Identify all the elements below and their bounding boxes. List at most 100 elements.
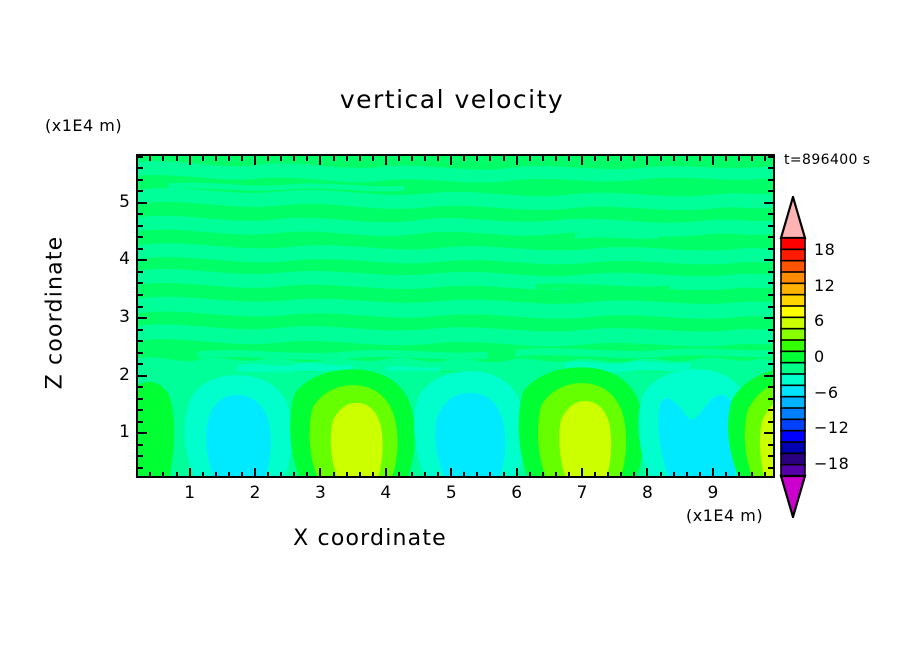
colorbar-band	[780, 282, 806, 296]
x-tick-minor	[201, 472, 204, 477]
x-tick-minor	[476, 472, 479, 477]
y-tick-minor	[138, 247, 143, 250]
y-tick-minor-right	[768, 397, 773, 400]
colorbar-tick-label: −12	[814, 418, 850, 438]
colorbar-band	[780, 395, 806, 410]
page-title: vertical velocity	[339, 85, 565, 114]
x-tick-minor	[162, 472, 165, 477]
x-tick-major-top	[711, 156, 714, 165]
x-tick-minor-top	[293, 156, 296, 161]
x-tick-minor-top	[424, 156, 427, 161]
y-tick-major-right	[764, 374, 773, 377]
colorbar-over-arrow	[779, 196, 807, 240]
y-tick-minor	[138, 397, 143, 400]
colorbar-band	[780, 259, 806, 274]
x-tick-minor-top	[162, 156, 165, 161]
x-tick-minor	[149, 472, 152, 477]
wave-filaments	[138, 161, 773, 360]
y-tick-minor-right	[768, 443, 773, 446]
x-tick-minor	[698, 472, 701, 477]
x-tick-minor-top	[567, 156, 570, 161]
y-tick-minor	[138, 270, 143, 273]
colorbar-band	[780, 452, 806, 466]
x-tick-minor-top	[476, 156, 479, 161]
x-tick-minor-top	[411, 156, 413, 161]
x-tick-major-top	[646, 156, 649, 165]
x-tick-minor	[424, 472, 427, 477]
y-tick-label: 1	[119, 422, 130, 443]
x-tick-minor-top	[227, 156, 230, 161]
x-tick-minor-top	[332, 156, 335, 161]
y-tick-minor	[138, 305, 143, 308]
x-tick-label: 8	[642, 483, 653, 503]
x-tick-minor	[240, 472, 243, 477]
x-tick-minor	[672, 472, 675, 477]
colorbar-band	[780, 418, 806, 432]
x-tick-major	[188, 468, 191, 477]
x-tick-major-top	[515, 156, 518, 165]
y-tick-minor-right	[768, 167, 773, 170]
x-tick-minor-top	[554, 156, 557, 161]
x-tick-major	[646, 468, 649, 477]
x-axis-title: X coordinate	[293, 526, 447, 551]
x-tick-minor	[345, 472, 348, 477]
x-tick-label: 1	[184, 483, 196, 503]
x-tick-minor	[567, 472, 570, 477]
colorbar-tick-label: 18	[814, 239, 836, 259]
x-tick-minor-top	[541, 156, 544, 161]
x-tick-minor-top	[489, 156, 492, 161]
y-tick-minor	[138, 466, 143, 469]
y-tick-minor-right	[768, 282, 773, 285]
y-tick-minor	[138, 293, 143, 296]
y-tick-minor	[138, 409, 143, 412]
x-tick-minor	[175, 472, 178, 477]
y-tick-minor-right	[768, 293, 773, 296]
colorbar	[778, 196, 808, 518]
contour-plot-area	[136, 154, 775, 478]
y-tick-minor	[138, 420, 143, 423]
x-tick-label: 9	[707, 483, 719, 503]
x-tick-minor-top	[175, 156, 178, 161]
x-tick-minor	[411, 472, 413, 477]
y-tick-major-right	[764, 317, 773, 319]
colorbar-swatches	[779, 196, 807, 518]
y-tick-minor-right	[768, 386, 773, 389]
x-tick-label: 7	[576, 483, 588, 503]
y-tick-minor-right	[768, 466, 773, 469]
x-tick-minor	[227, 472, 230, 477]
x-tick-label: 6	[511, 483, 523, 503]
timestamp-label: t=896400 s	[784, 152, 871, 168]
y-tick-major	[138, 201, 147, 204]
y-tick-minor-right	[768, 409, 773, 412]
x-tick-label: 4	[380, 483, 392, 503]
x-tick-minor	[607, 472, 610, 477]
x-tick-minor-top	[620, 156, 623, 161]
x-tick-minor-top	[267, 156, 270, 161]
cell-downdraft-3	[414, 371, 525, 476]
y-tick-minor	[138, 443, 143, 446]
x-tick-minor-top	[397, 156, 400, 161]
y-tick-minor-right	[768, 247, 773, 250]
x-tick-major-top	[319, 156, 322, 165]
y-tick-label: 5	[119, 191, 130, 212]
y-tick-minor-right	[768, 155, 773, 158]
x-tick-minor	[738, 472, 741, 477]
x-tick-minor	[214, 472, 217, 477]
y-tick-minor-right	[768, 363, 773, 366]
y-tick-major	[138, 317, 147, 319]
x-tick-minor-top	[345, 156, 348, 161]
y-tick-label: 2	[119, 364, 130, 385]
x-tick-major	[450, 468, 453, 477]
y-tick-major	[138, 432, 147, 435]
y-tick-minor	[138, 351, 143, 354]
y-tick-label: 3	[119, 307, 130, 327]
x-tick-minor	[267, 472, 270, 477]
x-tick-minor-top	[633, 156, 636, 161]
colorbar-band	[780, 384, 806, 398]
colorbar-under-arrow	[779, 474, 807, 518]
x-tick-major-top	[188, 156, 191, 165]
x-tick-minor	[293, 472, 296, 477]
x-tick-minor-top	[672, 156, 675, 161]
y-tick-minor	[138, 167, 143, 170]
